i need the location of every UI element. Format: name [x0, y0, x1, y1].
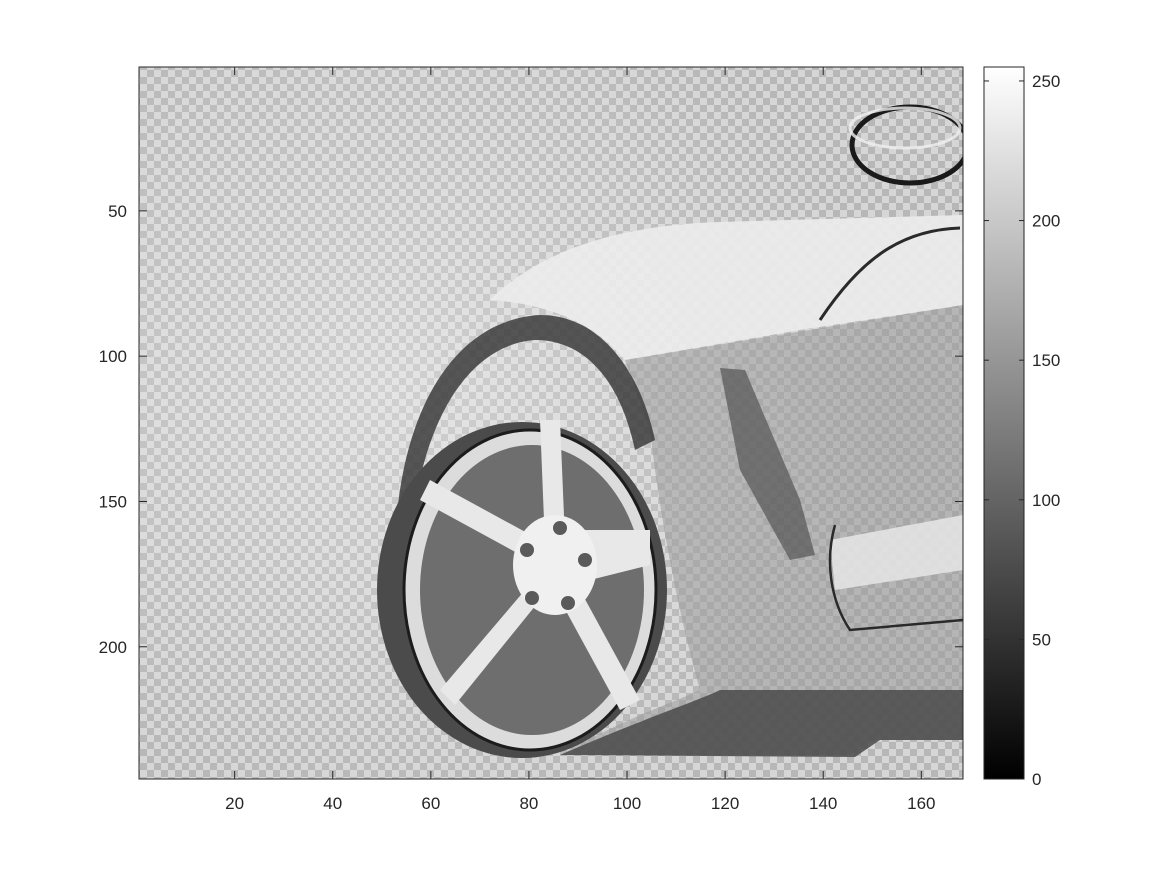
- air-intake: [720, 368, 815, 560]
- car-side-panel: [560, 305, 963, 755]
- y-tick-label: 200: [99, 638, 127, 657]
- wheel-hub: [513, 515, 597, 615]
- y-tick-label: 50: [108, 202, 127, 221]
- x-tick-label: 100: [613, 794, 641, 813]
- colorbar-tick-label: 0: [1032, 770, 1041, 789]
- y-tick-label: 150: [99, 492, 127, 511]
- x-tick-label: 140: [809, 794, 837, 813]
- colorbar: [984, 67, 1024, 779]
- heatmap-image: [139, 67, 963, 779]
- colorbar-frame: [983, 66, 1025, 780]
- rim-edge: [402, 428, 658, 752]
- colorbar-tick-label: 50: [1032, 630, 1051, 649]
- wheel-arch: [395, 315, 655, 560]
- colorbar-tick-label: 200: [1032, 212, 1060, 231]
- colorbar-tick-label: 250: [1032, 72, 1060, 91]
- x-tick-label: 80: [519, 794, 538, 813]
- axes-frame: [138, 66, 964, 780]
- lower-panel-highlight: [830, 515, 963, 590]
- x-axis: 20 40 60 80 100 120 140 160: [225, 67, 935, 813]
- y-tick-label: 100: [99, 347, 127, 366]
- x-tick-label: 160: [907, 794, 935, 813]
- colorbar-axis: 0 50 100 150 200 250: [984, 72, 1060, 789]
- x-tick-label: 60: [421, 794, 440, 813]
- colorbar-tick-label: 100: [1032, 491, 1060, 510]
- door-line: [818, 226, 961, 321]
- x-tick-label: 20: [225, 794, 244, 813]
- x-tick-label: 120: [711, 794, 739, 813]
- colorbar-tick-label: 150: [1032, 351, 1060, 370]
- mirror-highlight: [848, 106, 962, 150]
- car-hood: [490, 215, 963, 360]
- wheel-spokes: [420, 420, 650, 710]
- car-shadow: [560, 690, 963, 757]
- x-tick-label: 40: [323, 794, 342, 813]
- lug-nuts: [520, 521, 592, 610]
- body-edge: [828, 524, 963, 632]
- y-axis: 50 100 150 200: [99, 202, 963, 657]
